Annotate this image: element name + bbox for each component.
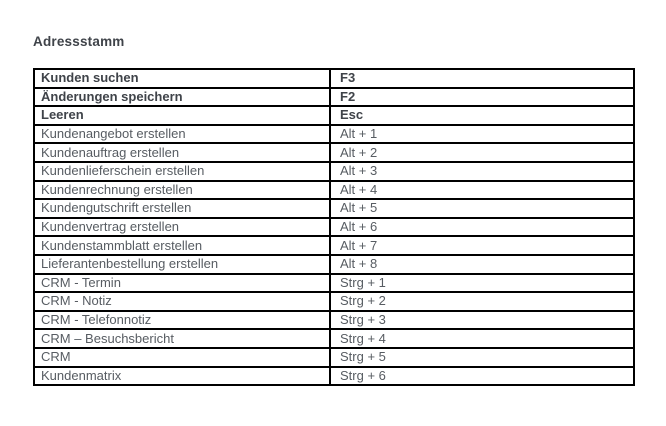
action-cell: Kundenrechnung erstellen — [33, 179, 331, 201]
shortcut-cell: Strg + 2 — [329, 291, 635, 312]
shortcut-cell: F2 — [329, 86, 635, 108]
shortcut-cell: Strg + 6 — [329, 365, 635, 387]
action-cell: Leeren — [33, 105, 331, 126]
shortcut-cell: Alt + 2 — [329, 142, 635, 163]
shortcut-table: Kunden suchen F3 Änderungen speichern F2 Lee… — [33, 68, 635, 387]
table-row: Kundenmatrix Strg + 6 — [33, 365, 635, 387]
page-title: Adressstamm — [33, 34, 125, 49]
table-row: Kundenstammblatt erstellen Alt + 7 — [33, 235, 635, 256]
shortcut-cell: Alt + 1 — [329, 123, 635, 145]
action-cell: Kundenmatrix — [33, 365, 331, 387]
shortcut-cell: Alt + 6 — [329, 216, 635, 238]
table-row: Kunden suchen F3 — [33, 68, 635, 89]
table-row: Änderungen speichern F2 — [33, 86, 635, 108]
action-cell: Lieferantenbestellung erstellen — [33, 253, 331, 275]
table-row: CRM - Termin Strg + 1 — [33, 272, 635, 294]
action-cell: CRM - Notiz — [33, 291, 331, 312]
shortcut-cell: Alt + 3 — [329, 160, 635, 182]
action-cell: Änderungen speichern — [33, 86, 331, 108]
table-row: Leeren Esc — [33, 105, 635, 126]
shortcut-cell: Strg + 4 — [329, 328, 635, 349]
action-cell: CRM - Termin — [33, 272, 331, 294]
action-cell: Kundenlieferschein erstellen — [33, 160, 331, 182]
action-cell: Kunden suchen — [33, 68, 331, 89]
action-cell: Kundengutschrift erstellen — [33, 198, 331, 219]
table-row: Kundenauftrag erstellen Alt + 2 — [33, 142, 635, 163]
table-row: Kundenlieferschein erstellen Alt + 3 — [33, 160, 635, 182]
shortcut-cell: Esc — [329, 105, 635, 126]
shortcut-cell: Alt + 5 — [329, 198, 635, 219]
action-cell: CRM - Telefonnotiz — [33, 309, 331, 331]
shortcut-cell: Alt + 8 — [329, 253, 635, 275]
table-row: Kundengutschrift erstellen Alt + 5 — [33, 198, 635, 219]
table-row: CRM Strg + 5 — [33, 346, 635, 368]
action-cell: Kundenvertrag erstellen — [33, 216, 331, 238]
action-cell: Kundenstammblatt erstellen — [33, 235, 331, 256]
shortcut-cell: Strg + 3 — [329, 309, 635, 331]
shortcut-cell: Strg + 1 — [329, 272, 635, 294]
action-cell: CRM – Besuchsbericht — [33, 328, 331, 349]
table-row: CRM – Besuchsbericht Strg + 4 — [33, 328, 635, 349]
table-row: Kundenrechnung erstellen Alt + 4 — [33, 179, 635, 201]
table-row: Lieferantenbestellung erstellen Alt + 8 — [33, 253, 635, 275]
action-cell: CRM — [33, 346, 331, 368]
shortcut-cell: Alt + 4 — [329, 179, 635, 201]
table-row: Kundenangebot erstellen Alt + 1 — [33, 123, 635, 145]
table-row: Kundenvertrag erstellen Alt + 6 — [33, 216, 635, 238]
shortcut-table-body: Kunden suchen F3 Änderungen speichern F2 Lee… — [33, 68, 635, 387]
shortcut-cell: Alt + 7 — [329, 235, 635, 256]
shortcut-cell: F3 — [329, 68, 635, 89]
action-cell: Kundenauftrag erstellen — [33, 142, 331, 163]
action-cell: Kundenangebot erstellen — [33, 123, 331, 145]
table-row: CRM - Telefonnotiz Strg + 3 — [33, 309, 635, 331]
table-row: CRM - Notiz Strg + 2 — [33, 291, 635, 312]
shortcut-cell: Strg + 5 — [329, 346, 635, 368]
